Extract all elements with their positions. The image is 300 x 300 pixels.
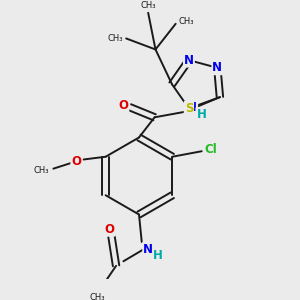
Text: N: N	[212, 61, 222, 74]
Text: CH₃: CH₃	[140, 1, 156, 10]
Text: N: N	[187, 101, 197, 114]
Text: O: O	[71, 155, 81, 168]
Text: O: O	[105, 223, 115, 236]
Text: CH₃: CH₃	[90, 293, 106, 300]
Text: Cl: Cl	[205, 143, 217, 156]
Text: CH₃: CH₃	[33, 166, 49, 175]
Text: N: N	[143, 243, 153, 256]
Text: H: H	[196, 108, 206, 121]
Text: CH₃: CH₃	[108, 34, 123, 43]
Text: O: O	[118, 99, 128, 112]
Text: CH₃: CH₃	[178, 17, 194, 26]
Text: S: S	[184, 102, 193, 115]
Text: N: N	[184, 54, 194, 67]
Text: H: H	[153, 249, 163, 262]
